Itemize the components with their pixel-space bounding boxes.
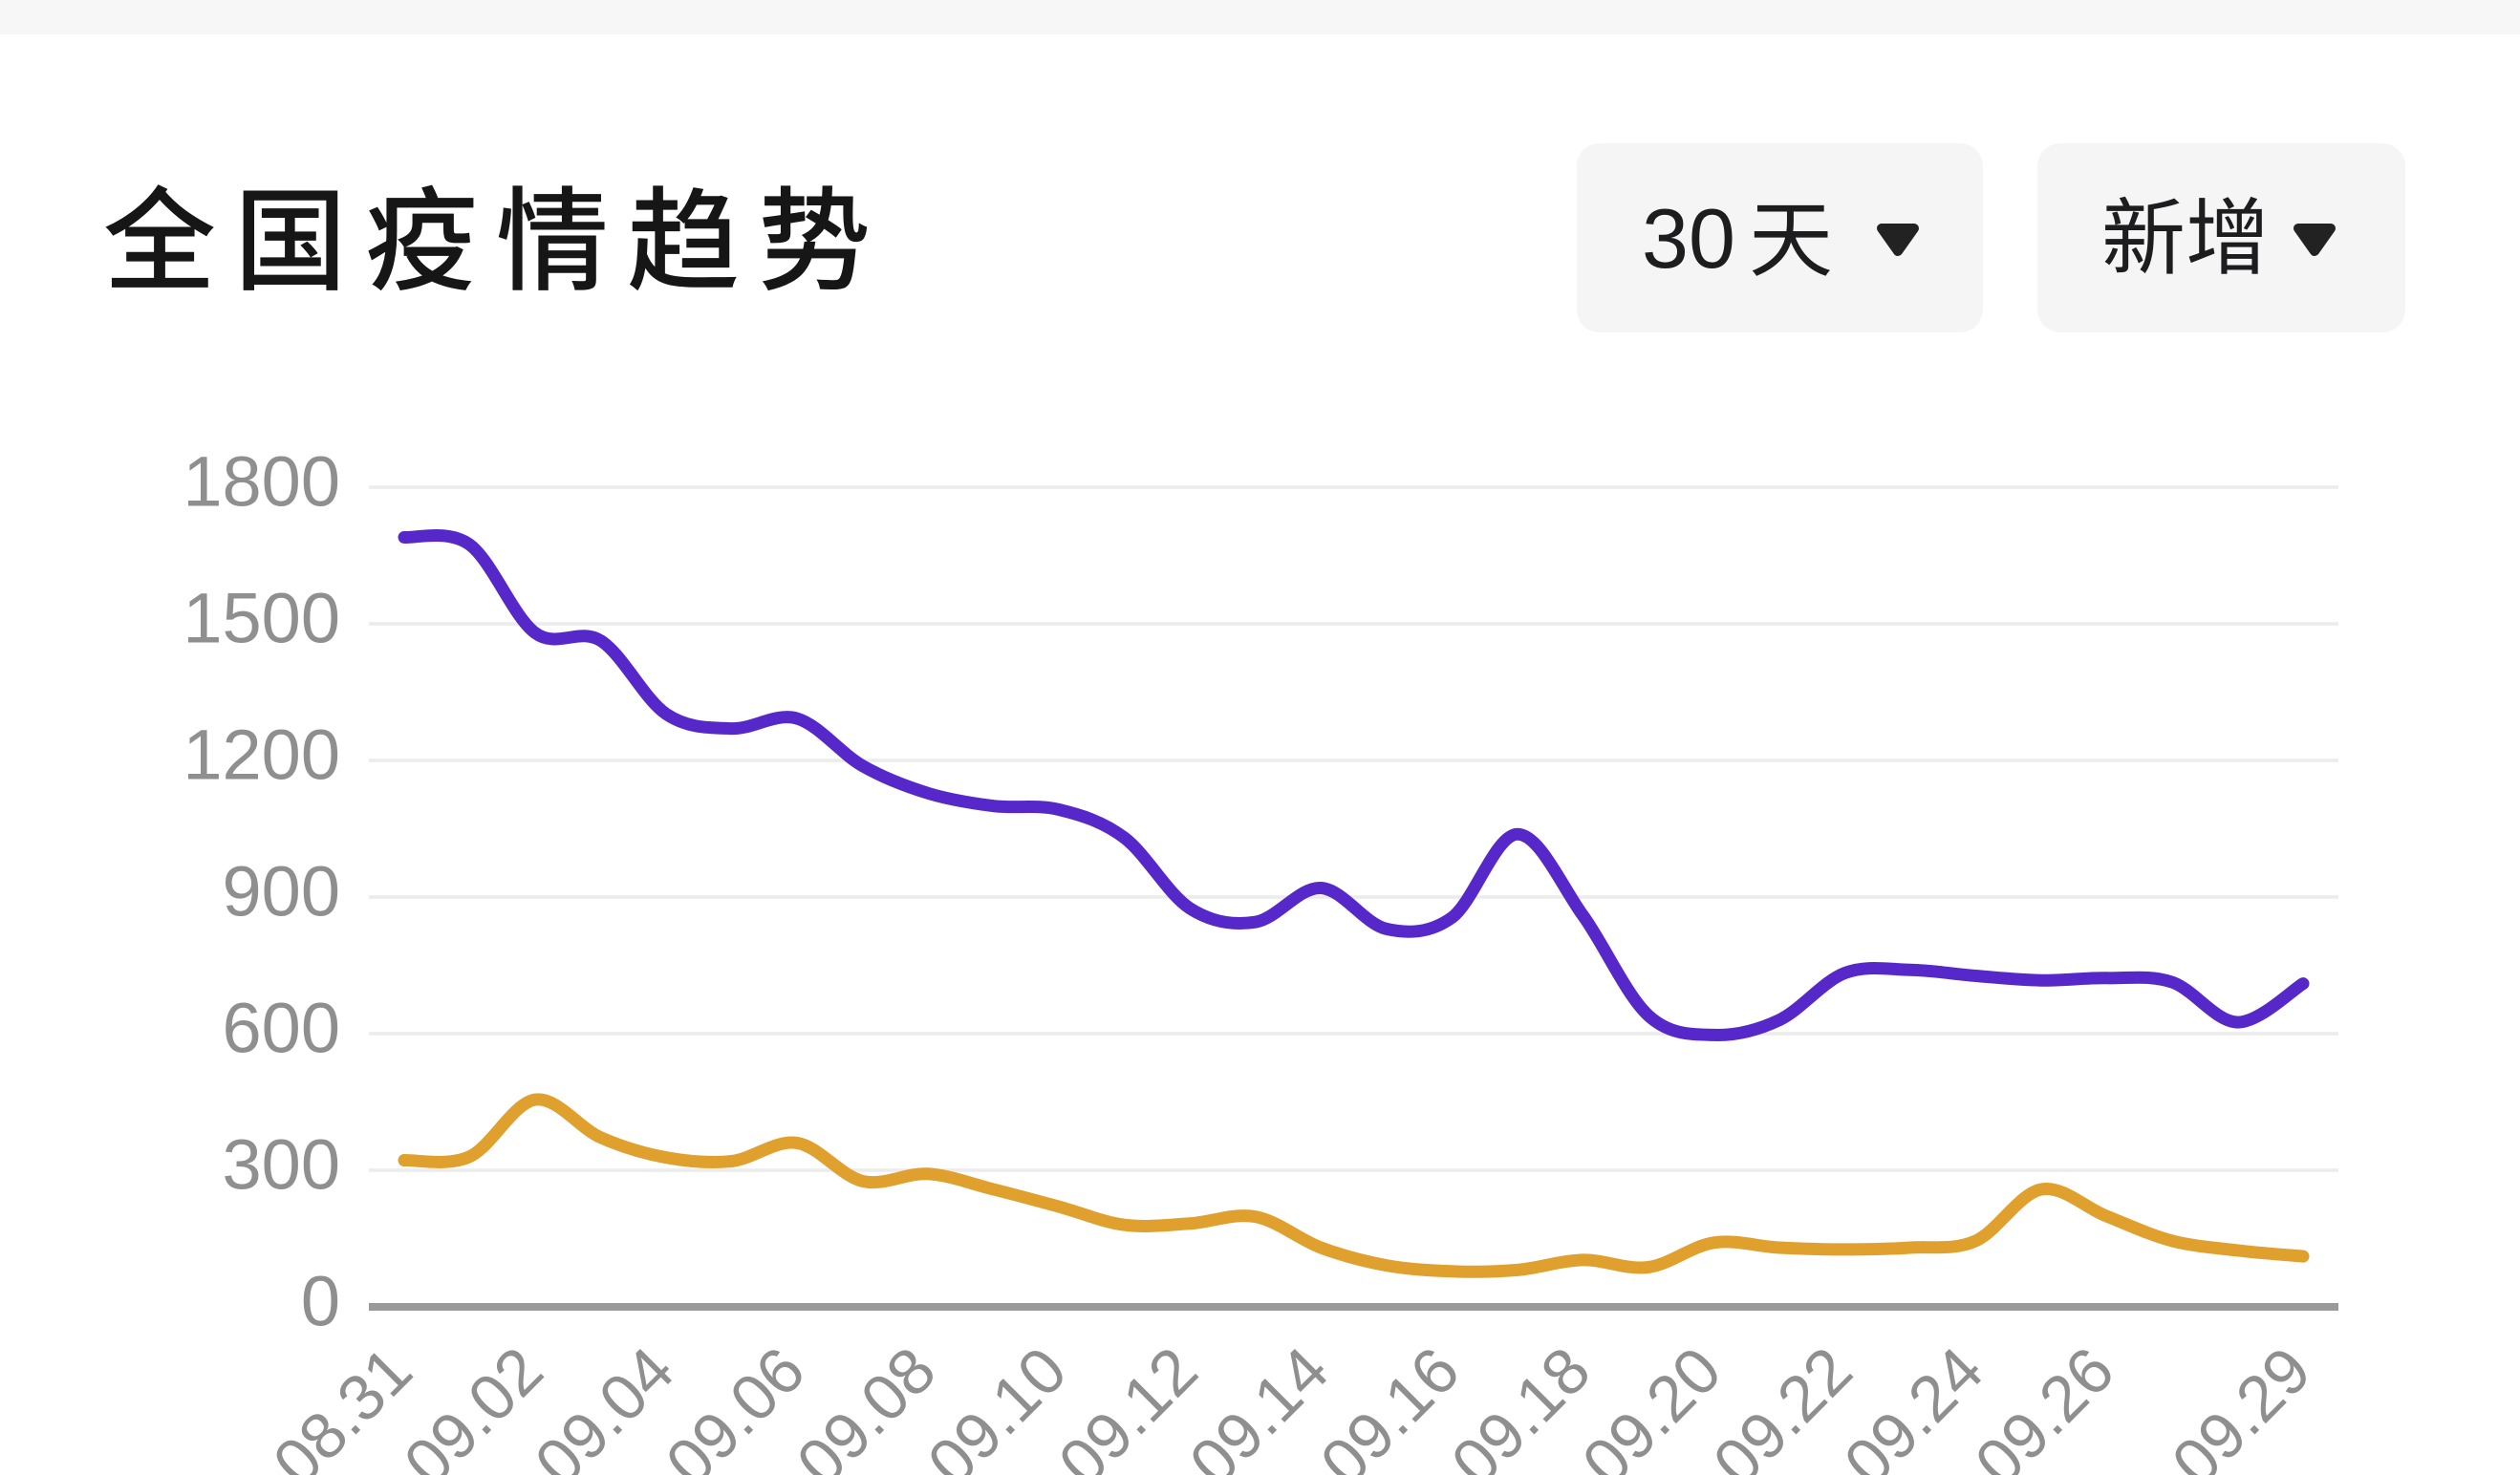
svg-text:09.29: 09.29: [2159, 1334, 2325, 1475]
svg-text:1500: 1500: [183, 579, 340, 658]
svg-text:30: 30: [1642, 191, 1735, 286]
svg-text:900: 900: [223, 852, 340, 931]
svg-text:1200: 1200: [183, 716, 340, 795]
svg-text:600: 600: [223, 989, 340, 1068]
svg-text:300: 300: [223, 1125, 340, 1205]
svg-text:1800: 1800: [183, 442, 340, 522]
svg-text:09.26: 09.26: [1962, 1334, 2128, 1475]
svg-text:0: 0: [301, 1262, 340, 1341]
